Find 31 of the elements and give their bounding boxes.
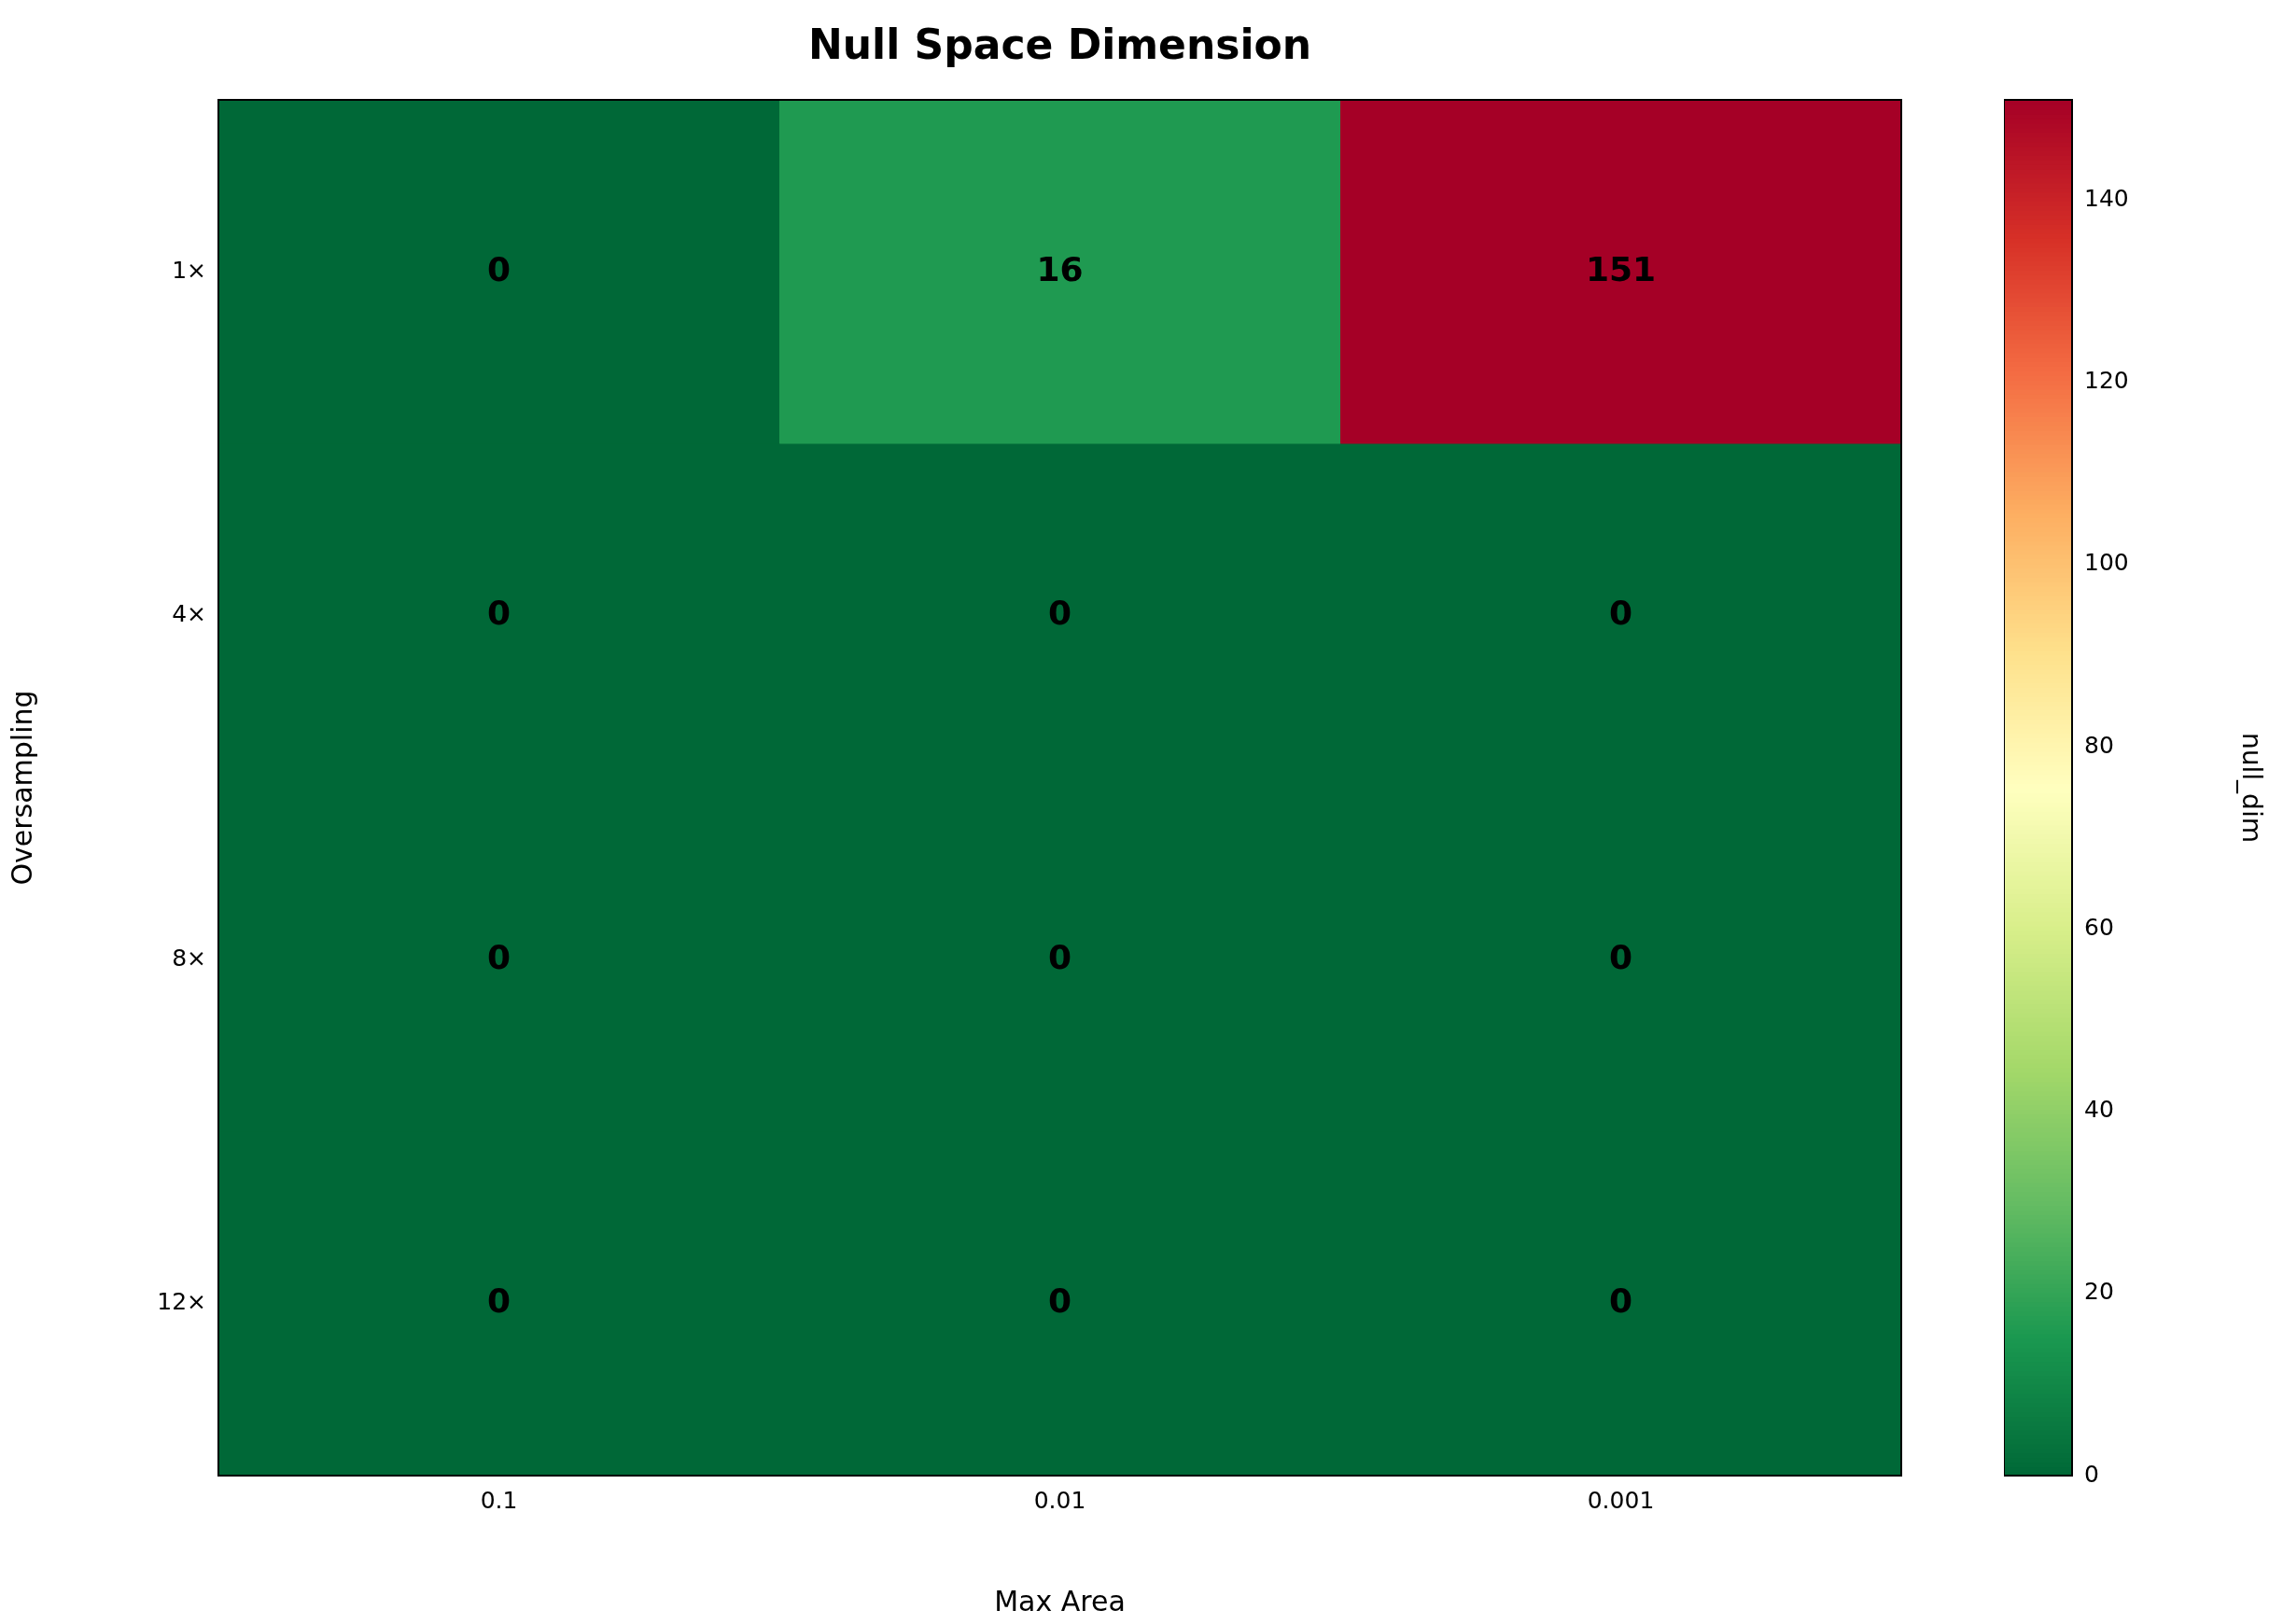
- data-label: 0: [486, 937, 511, 976]
- color-bar-title: null_dim: [2235, 733, 2267, 843]
- data-label: 16: [1036, 249, 1084, 288]
- data-label: 0: [1047, 594, 1072, 633]
- x-tick-label: 0.1: [480, 1486, 518, 1514]
- color-bar-label: 120: [2084, 367, 2129, 395]
- color-bar-label: 140: [2084, 184, 2129, 212]
- x-axis-title: Max Area: [994, 1584, 1126, 1617]
- color-bar-label: 60: [2084, 913, 2114, 941]
- data-label: 0: [1047, 937, 1072, 976]
- color-bar-label: 100: [2084, 549, 2129, 577]
- color-bar-label: 20: [2084, 1278, 2114, 1306]
- y-tick-label: 12×: [157, 1288, 206, 1316]
- chart-title: Null Space Dimension: [807, 21, 1312, 69]
- color-bar-label: 40: [2084, 1096, 2114, 1124]
- data-label: 0: [1608, 1281, 1633, 1321]
- y-tick-label: 8×: [172, 944, 206, 972]
- data-label: 0: [486, 249, 511, 288]
- data-label: 0: [1608, 937, 1633, 976]
- x-tick-label: 0.001: [1587, 1486, 1655, 1514]
- data-label: 0: [486, 1281, 511, 1321]
- data-label: 0: [1608, 594, 1633, 633]
- y-tick-label: 1×: [172, 256, 206, 284]
- color-bar-label: 0: [2084, 1460, 2099, 1488]
- data-label: 0: [1047, 1281, 1072, 1321]
- y-tick-label: 4×: [172, 600, 206, 628]
- data-label: 0: [486, 594, 511, 633]
- color-bar-label: 80: [2084, 731, 2114, 759]
- data-label: 151: [1585, 249, 1657, 288]
- y-axis-title: Oversampling: [5, 690, 38, 886]
- x-tick-label: 0.01: [1033, 1486, 1086, 1514]
